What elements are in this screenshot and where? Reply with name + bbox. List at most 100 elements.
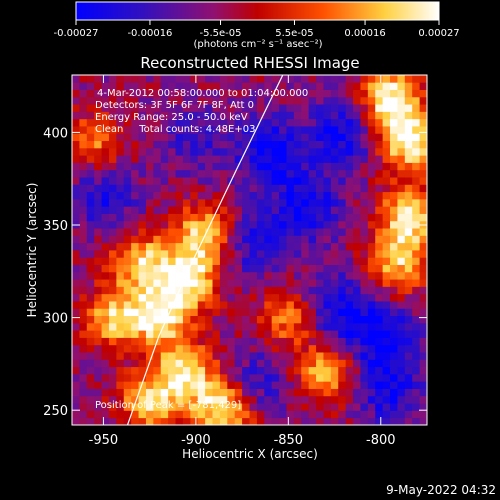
heatmap-cell: [390, 352, 398, 360]
heatmap-cell: [390, 286, 398, 295]
heatmap-cell: [175, 366, 184, 375]
heatmap-cell: [131, 82, 139, 90]
heatmap-cell: [375, 271, 384, 280]
heatmap-cell: [308, 104, 317, 112]
heatmap-cell: [345, 242, 354, 251]
heatmap-cell: [353, 403, 361, 411]
heatmap-cell: [86, 264, 95, 273]
heatmap-cell: [353, 184, 361, 193]
heatmap-cell: [175, 177, 184, 185]
heatmap-cell: [175, 75, 184, 83]
heatmap-cell: [375, 322, 384, 331]
heatmap-cell: [301, 96, 310, 105]
heatmap-cell: [101, 118, 110, 127]
heatmap-cell: [338, 228, 347, 236]
heatmap-cell: [182, 140, 191, 149]
heatmap-cell: [249, 373, 258, 382]
heatmap-cell: [227, 395, 236, 404]
heatmap-cell: [234, 213, 243, 222]
heatmap-cell: [412, 337, 421, 346]
heatmap-cell: [108, 264, 117, 273]
heatmap-cell: [353, 89, 361, 98]
heatmap-cell: [138, 403, 147, 411]
heatmap-cell: [301, 322, 310, 331]
heatmap-cell: [227, 344, 236, 353]
heatmap-cell: [94, 381, 102, 389]
heatmap-cell: [419, 184, 427, 193]
heatmap-cell: [345, 403, 354, 411]
heatmap-cell: [168, 184, 176, 193]
heatmap-cell: [101, 403, 110, 411]
heatmap-cell: [72, 104, 80, 112]
heatmap-cell: [308, 271, 317, 280]
heatmap-cell: [375, 381, 384, 389]
heatmap-cell: [279, 75, 287, 83]
heatmap-cell: [397, 395, 406, 404]
heatmap-cell: [286, 257, 295, 265]
heatmap-cell: [153, 184, 162, 193]
heatmap-cell: [271, 264, 280, 273]
heatmap-cell: [286, 395, 295, 404]
heatmap-cell: [123, 96, 132, 105]
heatmap-cell: [212, 242, 221, 251]
heatmap-cell: [131, 286, 139, 295]
heatmap-cell: [242, 155, 250, 163]
heatmap-cell: [212, 322, 221, 331]
heatmap-cell: [72, 257, 80, 265]
heatmap-cell: [264, 403, 273, 411]
heatmap-cell: [367, 417, 376, 425]
heatmap-cell: [175, 271, 184, 280]
heatmap-cell: [234, 140, 243, 149]
heatmap-cell: [79, 147, 88, 156]
heatmap-cell: [271, 169, 280, 178]
heatmap-cell: [308, 322, 317, 331]
heatmap-cell: [72, 286, 80, 295]
heatmap-cell: [86, 198, 95, 207]
heatmap-cell: [382, 198, 391, 207]
heatmap-cell: [168, 322, 176, 331]
heatmap-cell: [190, 395, 199, 404]
heatmap-cell: [160, 373, 169, 382]
heatmap-cell: [160, 191, 169, 200]
heatmap-cell: [131, 242, 139, 251]
heatmap-cell: [145, 96, 154, 105]
heatmap-cell: [219, 250, 228, 258]
heatmap-cell: [94, 373, 102, 382]
heatmap-cell: [72, 359, 80, 368]
heatmap-cell: [382, 279, 391, 287]
heatmap-cell: [382, 322, 391, 331]
heatmap-cell: [367, 395, 376, 404]
heatmap-cell: [330, 403, 339, 411]
heatmap-cell: [131, 228, 139, 236]
heatmap-cell: [79, 177, 88, 185]
heatmap-cell: [293, 308, 302, 317]
heatmap-cell: [293, 322, 302, 331]
heatmap-cell: [212, 301, 221, 309]
heatmap-cell: [219, 315, 228, 324]
heatmap-cell: [138, 213, 147, 222]
heatmap-cell: [234, 133, 243, 142]
heatmap-cell: [323, 89, 332, 98]
heatmap-cell: [160, 293, 169, 302]
heatmap-cell: [375, 242, 384, 251]
heatmap-cell: [197, 286, 206, 295]
heatmap-cell: [131, 126, 139, 134]
heatmap-cell: [293, 82, 302, 90]
heatmap-cell: [168, 250, 176, 258]
heatmap-cell: [390, 75, 398, 83]
heatmap-cell: [108, 184, 117, 193]
heatmap-cell: [301, 242, 310, 251]
heatmap-cell: [212, 352, 221, 360]
heatmap-cell: [123, 322, 132, 331]
heatmap-cell: [145, 147, 154, 156]
heatmap-cell: [264, 301, 273, 309]
heatmap-cell: [219, 140, 228, 149]
heatmap-cell: [242, 228, 250, 236]
heatmap-cell: [197, 184, 206, 193]
heatmap-cell: [330, 206, 339, 214]
heatmap-cell: [190, 388, 199, 397]
heatmap-cell: [330, 308, 339, 317]
heatmap-cell: [138, 352, 147, 360]
heatmap-cell: [419, 308, 427, 317]
heatmap-cell: [397, 322, 406, 331]
